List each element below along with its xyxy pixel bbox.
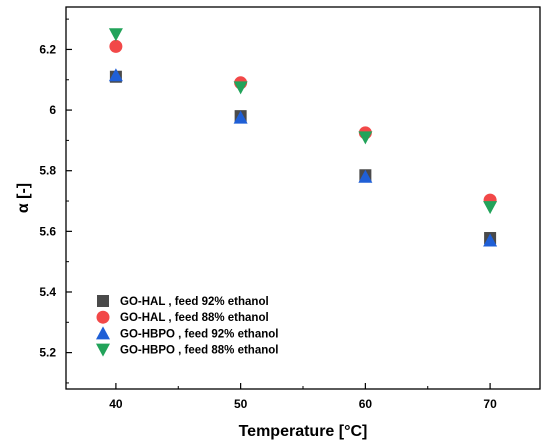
x-axis-title: Temperature [°C] [239,423,368,440]
data-point [109,39,123,53]
x-tick-label: 70 [483,397,497,411]
data-point [358,131,373,145]
legend-marker [96,343,110,357]
data-point [233,81,248,95]
legend-marker [96,310,110,324]
series-2 [108,68,498,247]
legend-item: GO-HBPO , feed 92% ethanol [96,326,278,340]
legend-label: GO-HAL , feed 92% ethanol [120,296,269,308]
data-point [108,68,123,82]
legend-label: GO-HBPO , feed 88% ethanol [120,345,278,357]
data-point [233,110,248,124]
y-tick-label: 5.4 [39,285,56,299]
series-3 [108,28,498,215]
y-tick-label: 6 [49,103,56,117]
data-point [483,201,498,215]
legend-marker [96,326,110,340]
x-tick-label: 60 [359,397,373,411]
legend-marker [97,295,109,307]
y-tick-label: 6.2 [39,42,56,56]
legend-item: GO-HAL , feed 92% ethanol [97,295,269,308]
legend-item: GO-HBPO , feed 88% ethanol [96,343,278,357]
y-tick-label: 5.6 [39,224,56,238]
data-points [108,28,498,247]
series-0 [109,70,497,245]
data-point [108,28,123,42]
legend-item: GO-HAL , feed 88% ethanol [96,310,269,324]
x-tick-label: 50 [234,397,248,411]
y-axis-title: α [-] [15,183,32,213]
legend-label: GO-HBPO , feed 92% ethanol [120,328,278,340]
x-tick-label: 40 [109,397,123,411]
legend-label: GO-HAL , feed 88% ethanol [120,312,269,324]
series-1 [109,39,497,207]
data-point [483,233,498,247]
data-point [358,169,373,183]
y-tick-label: 5.2 [39,346,56,360]
y-tick-label: 5.8 [39,164,56,178]
axis-ticks: 40 50 60 70 5.2 5.4 5.6 5.8 6 6.2 [39,18,497,411]
legend: GO-HAL , feed 92% ethanol GO-HAL , feed 8… [96,295,278,357]
